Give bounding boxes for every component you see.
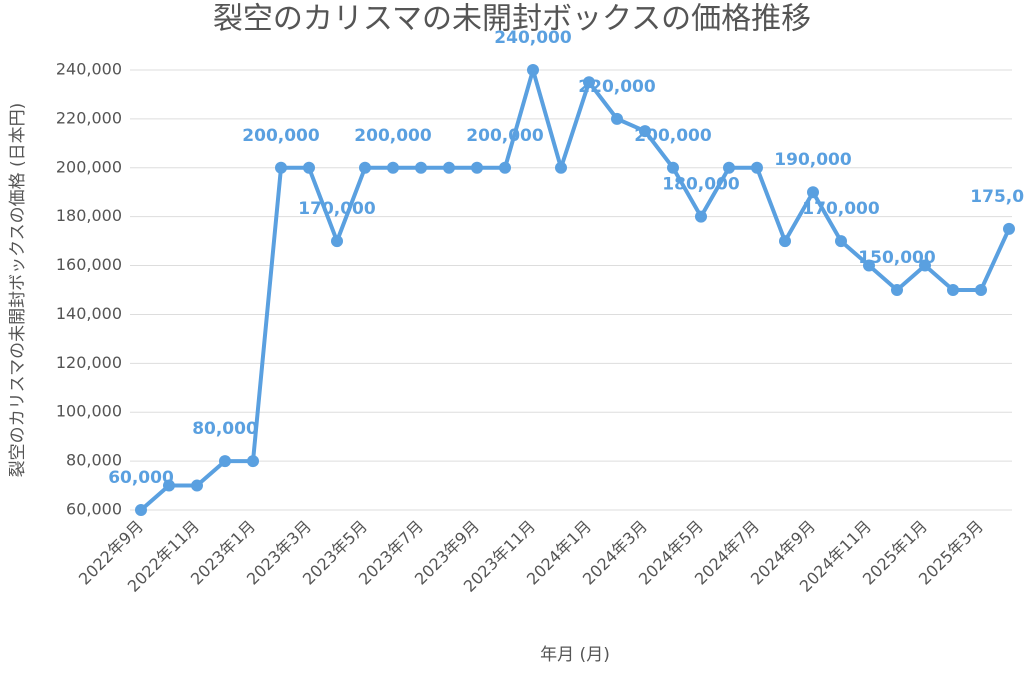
- data-label: 190,000: [774, 150, 852, 170]
- data-label: 60,000: [108, 468, 174, 488]
- y-tick-label: 60,000: [66, 500, 122, 519]
- data-label: 200,000: [354, 126, 432, 146]
- data-label: 150,000: [858, 248, 936, 268]
- data-label: 80,000: [192, 419, 258, 439]
- data-point: [947, 284, 959, 296]
- y-tick-label: 200,000: [56, 157, 122, 176]
- y-tick-label: 140,000: [56, 304, 122, 323]
- data-point: [863, 259, 875, 272]
- data-label: 200,000: [634, 126, 712, 146]
- y-tick-label: 80,000: [66, 451, 122, 470]
- data-point: [135, 504, 147, 516]
- data-point: [415, 161, 427, 174]
- data-point: [555, 161, 567, 174]
- data-point: [1003, 222, 1015, 235]
- data-point: [667, 161, 679, 174]
- data-label: 240,000: [494, 28, 572, 48]
- data-point: [695, 210, 707, 223]
- data-point: [499, 161, 511, 174]
- data-point: [331, 235, 343, 248]
- chart-title: 裂空のカリスマの未開封ボックスの価格推移: [213, 2, 811, 37]
- data-point: [359, 161, 371, 174]
- data-point: [191, 479, 203, 492]
- data-point: [387, 161, 399, 174]
- data-point: [975, 284, 987, 296]
- y-tick-label: 180,000: [56, 206, 122, 225]
- y-tick-label: 240,000: [56, 60, 122, 79]
- data-point: [919, 259, 931, 272]
- data-point: [779, 235, 791, 248]
- data-point: [471, 161, 483, 174]
- x-axis-title: 年月 (月): [540, 645, 610, 665]
- data-point: [275, 161, 287, 174]
- data-label: 200,000: [242, 126, 320, 146]
- y-tick-label: 160,000: [56, 255, 122, 274]
- data-point: [891, 284, 903, 296]
- data-point: [583, 76, 595, 89]
- data-label: 200,000: [466, 126, 544, 146]
- data-label: 170,000: [802, 199, 880, 219]
- data-point: [163, 479, 175, 492]
- y-tick-label: 100,000: [56, 402, 122, 421]
- data-point: [751, 161, 763, 174]
- data-label: 175,000: [970, 187, 1024, 207]
- data-point: [807, 186, 819, 199]
- data-label: 220,000: [578, 77, 656, 97]
- data-label: 170,000: [298, 199, 376, 219]
- y-tick-label: 220,000: [56, 108, 122, 127]
- data-point: [723, 161, 735, 174]
- data-label: 180,000: [662, 175, 740, 195]
- data-point: [639, 125, 651, 138]
- y-axis-title: 裂空のカリスマの未開封ボックスの価格 (日本円): [8, 103, 28, 478]
- data-point: [527, 64, 539, 76]
- data-point: [443, 161, 455, 174]
- y-tick-label: 120,000: [56, 353, 122, 372]
- data-point: [303, 161, 315, 174]
- data-point: [611, 112, 623, 125]
- data-point: [247, 455, 259, 468]
- data-point: [835, 235, 847, 248]
- data-point: [219, 455, 231, 468]
